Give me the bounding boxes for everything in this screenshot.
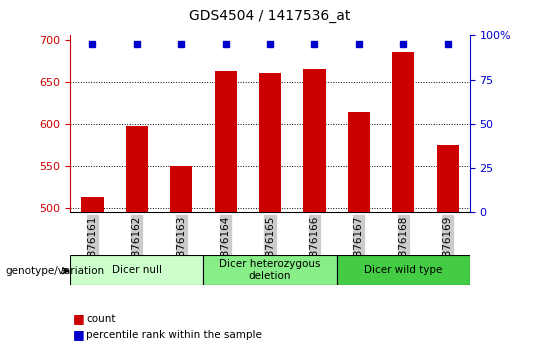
Text: Dicer wild type: Dicer wild type	[364, 265, 442, 275]
Bar	[436, 145, 458, 212]
Text: Dicer heterozygous
deletion: Dicer heterozygous deletion	[219, 259, 321, 281]
Text: genotype/variation: genotype/variation	[5, 266, 105, 276]
Text: GDS4504 / 1417536_at: GDS4504 / 1417536_at	[190, 9, 350, 23]
Text: percentile rank within the sample: percentile rank within the sample	[86, 330, 262, 339]
Bar	[259, 73, 281, 212]
Text: ■: ■	[73, 312, 85, 325]
Bar	[336, 255, 470, 285]
Bar	[214, 71, 237, 212]
Bar	[392, 52, 414, 212]
Bar	[348, 112, 370, 212]
Text: ■: ■	[73, 328, 85, 341]
Bar	[204, 255, 336, 285]
Text: count: count	[86, 314, 116, 324]
Bar	[126, 126, 148, 212]
Bar	[82, 197, 104, 212]
Bar	[303, 69, 326, 212]
Text: Dicer null: Dicer null	[112, 265, 162, 275]
Bar	[70, 255, 204, 285]
Bar	[170, 166, 192, 212]
